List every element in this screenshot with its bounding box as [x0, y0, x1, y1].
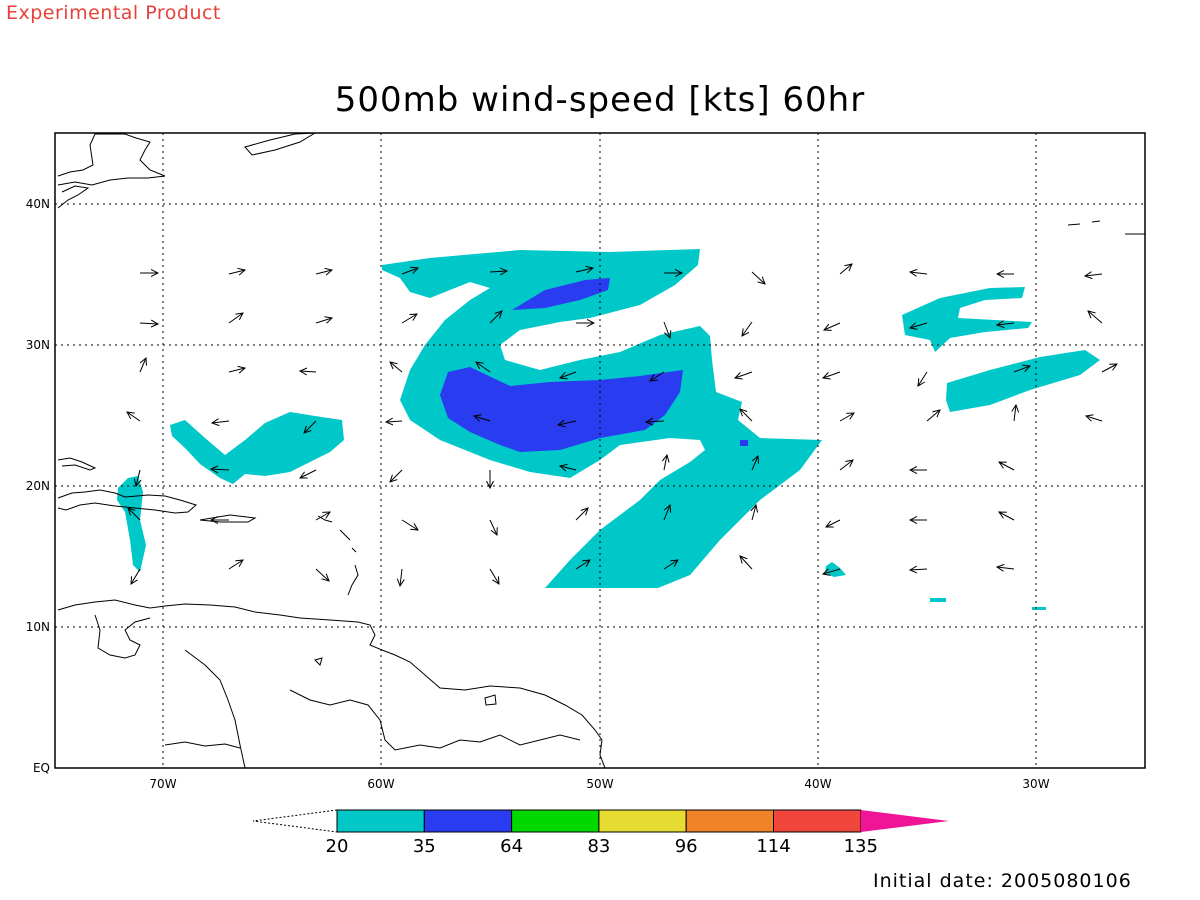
longitude-labels: 70W 60W 50W 40W 30W: [149, 777, 1049, 791]
colorbar-box: [685, 809, 775, 833]
latitude-labels: EQ 10N 20N 30N 40N: [26, 197, 50, 775]
lon-label-30w: 30W: [1022, 777, 1049, 791]
lon-label-60w: 60W: [367, 777, 394, 791]
colorbar-box: [773, 809, 862, 833]
lon-label-40w: 40W: [804, 777, 831, 791]
colorbar: 20 35 64 83 96 114 135: [252, 809, 949, 857]
lat-label-20n: 20N: [26, 479, 50, 493]
colorbar-box: [423, 809, 513, 833]
lat-label-40n: 40N: [26, 197, 50, 211]
map-frame: [54, 132, 1146, 769]
grid-lines: [55, 133, 1145, 768]
colorbar-box: [598, 809, 687, 833]
wind-vectors: [127, 264, 1117, 586]
coastlines: [57, 133, 1145, 768]
colorbar-level-label: 20: [326, 836, 349, 857]
colorbar-level-label: 64: [500, 836, 523, 857]
colorbar-box: [511, 809, 600, 833]
colorbar-low-triangle: [252, 809, 338, 833]
lon-label-70w: 70W: [149, 777, 176, 791]
colorbar-level-label: 35: [413, 836, 436, 857]
wind-speed-shading-35-64: [440, 278, 748, 452]
lon-label-50w: 50W: [586, 777, 613, 791]
colorbar-box: [336, 809, 425, 833]
lat-label-eq: EQ: [33, 761, 50, 775]
colorbar-boxes: [336, 809, 949, 833]
lat-label-10n: 10N: [26, 620, 50, 634]
map-title: 500mb wind-speed [kts] 60hr: [334, 80, 866, 120]
colorbar-level-label: 114: [756, 836, 790, 857]
initial-date: Initial date: 2005080106: [873, 870, 1132, 892]
colorbar-level-label: 135: [844, 836, 878, 857]
colorbar-labels: 20 35 64 83 96 114 135: [326, 836, 878, 857]
colorbar-level-label: 96: [675, 836, 698, 857]
colorbar-high-triangle: [860, 810, 949, 832]
lat-label-30n: 30N: [26, 338, 50, 352]
colorbar-level-label: 83: [587, 836, 610, 857]
map-figure: EQ 10N 20N 30N 40N 70W 60W 50W 40W 30W 2…: [26, 132, 1146, 857]
experimental-product-label: Experimental Product: [6, 2, 221, 24]
